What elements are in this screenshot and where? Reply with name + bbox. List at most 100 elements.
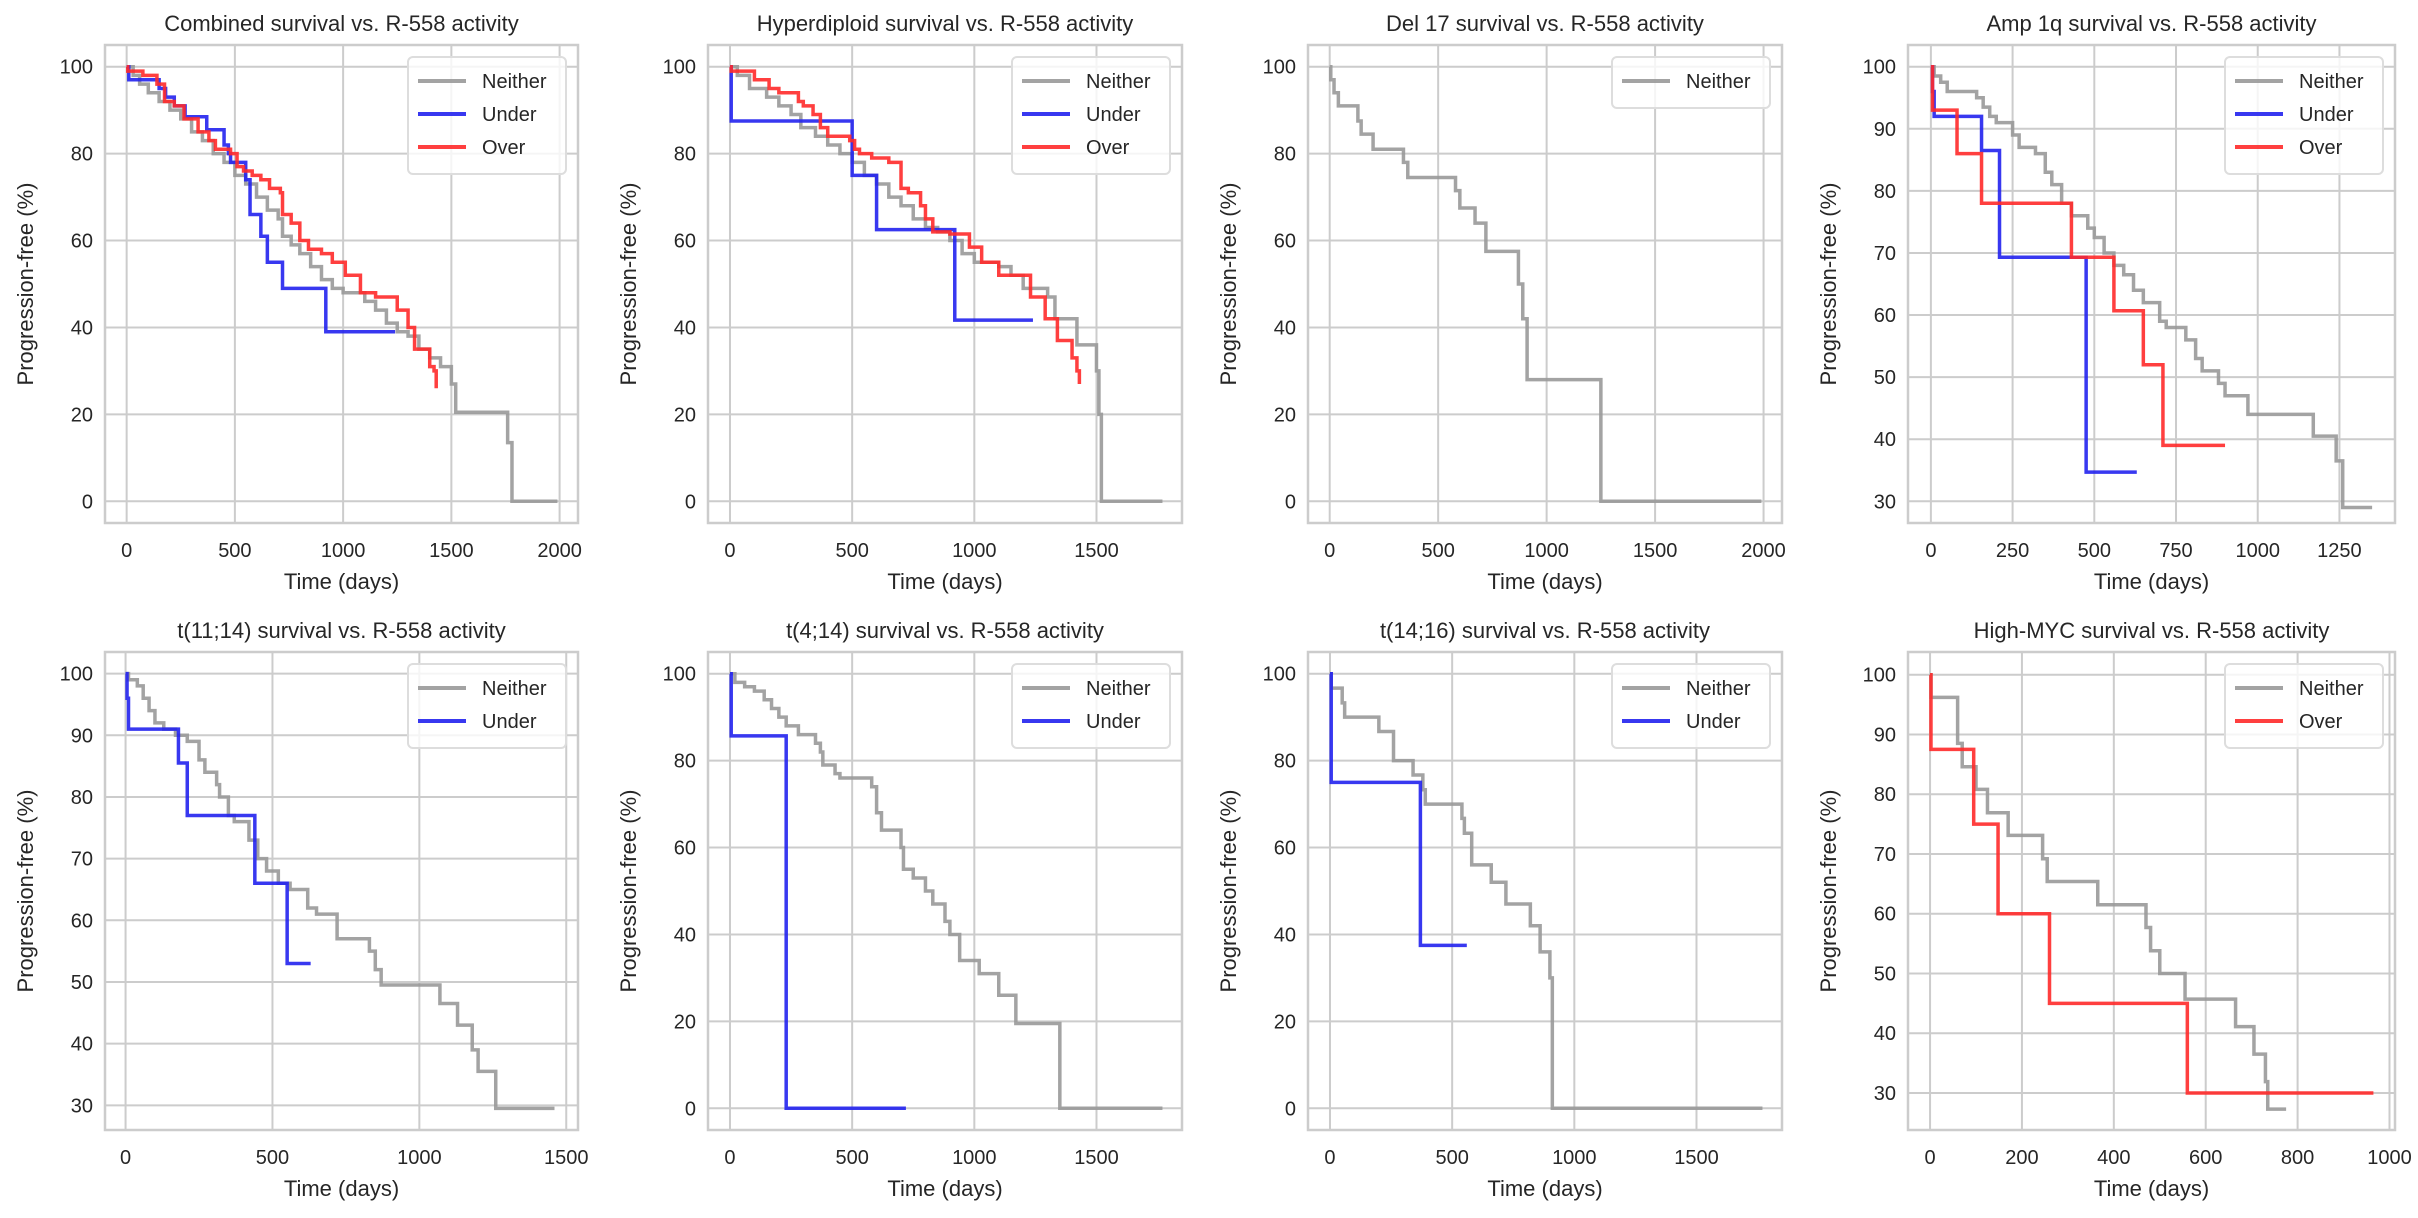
y-tick-label: 40	[674, 317, 696, 339]
legend-label: Neither	[2299, 678, 2364, 700]
y-tick-label: 60	[1874, 904, 1896, 926]
legend-box	[407, 663, 567, 749]
y-tick-label: 60	[1274, 838, 1296, 860]
x-tick-label: 1000	[1524, 540, 1569, 562]
y-tick-label: 20	[71, 404, 93, 426]
y-tick-label: 40	[1274, 317, 1296, 339]
y-axis-label: Progression-free (%)	[1816, 790, 1841, 993]
y-tick-label: 100	[663, 664, 696, 686]
x-tick-label: 0	[120, 1147, 131, 1169]
x-tick-label: 600	[2189, 1147, 2222, 1169]
legend: Neither Under Over	[1011, 56, 1171, 175]
y-tick-label: 100	[60, 57, 93, 79]
x-tick-label: 1000	[2235, 540, 2280, 562]
x-tick-label: 500	[835, 1147, 868, 1169]
y-tick-label: 90	[1874, 119, 1896, 141]
chart-panel-3: 0 250 500 750 1000 1250 30 40 50 60 70 80 90 100 Amp 1…	[1816, 11, 2397, 594]
legend-label: Over	[1086, 137, 1130, 159]
x-axis-label: Time (days)	[1487, 569, 1602, 594]
y-axis-label: Progression-free (%)	[1216, 183, 1241, 386]
chart-title: t(11;14) survival vs. R-558 activity	[177, 618, 505, 643]
y-tick-label: 20	[1274, 404, 1296, 426]
y-tick-label: 0	[82, 491, 93, 513]
y-axis-label: Progression-free (%)	[1816, 183, 1841, 386]
legend-box	[1011, 663, 1171, 749]
series-line-under	[1329, 671, 1467, 948]
chart-panel-6: 0 500 1000 1500 0 20 40 60 80 100 t(14;16) surviva…	[1216, 618, 1784, 1201]
legend-label: Under	[1086, 711, 1141, 733]
legend-label: Under	[482, 711, 537, 733]
y-tick-label: 50	[71, 972, 93, 994]
series-line-over	[1930, 64, 2226, 448]
legend: Neither Over	[2224, 663, 2384, 749]
y-tick-label: 60	[1874, 305, 1896, 327]
y-tick-label: 80	[674, 144, 696, 166]
y-tick-label: 60	[674, 231, 696, 253]
x-tick-label: 1500	[544, 1147, 589, 1169]
y-tick-label: 40	[1874, 1023, 1896, 1045]
legend-label: Over	[2299, 711, 2343, 733]
y-tick-label: 60	[674, 838, 696, 860]
x-tick-label: 200	[2005, 1147, 2038, 1169]
legend-label: Neither	[482, 678, 547, 700]
legend-label: Under	[1086, 104, 1141, 126]
chart-panel-2: 0 500 1000 1500 2000 0 20 40 60 80 100 Del 17 survi…	[1216, 11, 1786, 594]
y-tick-label: 0	[685, 1098, 696, 1120]
chart-title: Del 17 survival vs. R-558 activity	[1386, 11, 1704, 36]
y-tick-label: 50	[1874, 367, 1896, 389]
axes-frame	[103, 43, 580, 525]
legend-box	[1611, 56, 1771, 109]
y-tick-label: 90	[71, 725, 93, 747]
legend: Neither Under	[1611, 663, 1771, 749]
y-tick-label: 60	[1274, 231, 1296, 253]
legend-label: Neither	[1686, 678, 1751, 700]
series-line-under	[729, 671, 906, 1111]
y-tick-label: 70	[1874, 243, 1896, 265]
y-tick-label: 40	[1274, 924, 1296, 946]
x-tick-label: 1000	[1552, 1147, 1597, 1169]
chart-panel-1: 0 500 1000 1500 0 20 40 60 80 100 Hyperdiploid sur…	[616, 11, 1184, 594]
legend-label: Neither	[1686, 71, 1751, 93]
series-line-neither	[1329, 671, 1763, 1111]
x-tick-label: 800	[2281, 1147, 2314, 1169]
chart-panel-5: 0 500 1000 1500 0 20 40 60 80 100 t(4;14) survival…	[616, 618, 1184, 1201]
y-tick-label: 80	[71, 787, 93, 809]
y-axis-label: Progression-free (%)	[13, 790, 38, 993]
axes-frame	[706, 43, 1184, 525]
y-tick-label: 90	[1874, 724, 1896, 746]
legend-label: Under	[2299, 104, 2354, 126]
chart-panel-4: 0 500 1000 1500 30 40 50 60 70 80 90 100 t(11;14) su…	[13, 618, 588, 1201]
y-tick-label: 30	[1874, 1083, 1896, 1105]
legend-box	[1011, 56, 1171, 175]
x-tick-label: 1250	[2317, 540, 2362, 562]
chart-title: Hyperdiploid survival vs. R-558 activity	[757, 11, 1134, 36]
legend-label: Over	[2299, 137, 2343, 159]
y-tick-label: 60	[71, 910, 93, 932]
y-tick-label: 0	[685, 491, 696, 513]
axes-frame	[706, 650, 1184, 1132]
y-tick-label: 70	[1874, 844, 1896, 866]
series-line-over	[729, 64, 1082, 384]
y-tick-label: 20	[1274, 1011, 1296, 1033]
x-tick-label: 250	[1996, 540, 2029, 562]
legend-label: Under	[1686, 711, 1741, 733]
y-tick-label: 60	[71, 231, 93, 253]
legend: Neither Under Over	[2224, 56, 2384, 175]
x-axis-label: Time (days)	[2094, 569, 2209, 594]
x-tick-label: 1000	[952, 1147, 997, 1169]
y-axis-label: Progression-free (%)	[1216, 790, 1241, 993]
x-tick-label: 500	[835, 540, 868, 562]
series-line-under	[729, 64, 1033, 322]
y-tick-label: 50	[1874, 963, 1896, 985]
axes-frame	[1306, 650, 1784, 1132]
axes-frame	[1906, 43, 2397, 525]
x-axis-label: Time (days)	[1487, 1176, 1602, 1201]
legend-label: Neither	[1086, 71, 1151, 93]
y-tick-label: 20	[674, 404, 696, 426]
x-axis-label: Time (days)	[887, 1176, 1002, 1201]
y-tick-label: 100	[60, 664, 93, 686]
y-tick-label: 80	[1874, 181, 1896, 203]
y-tick-label: 100	[663, 57, 696, 79]
y-tick-label: 100	[1263, 57, 1296, 79]
y-tick-label: 80	[1274, 751, 1296, 773]
